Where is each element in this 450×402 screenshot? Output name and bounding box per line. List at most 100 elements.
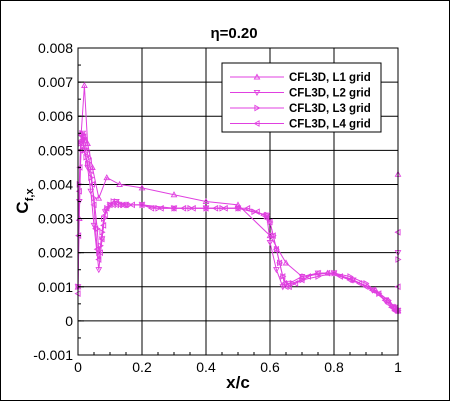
data-point (103, 204, 110, 212)
data-point (98, 235, 105, 243)
y-tick-label: 0.004 (38, 176, 73, 192)
data-point (138, 201, 145, 209)
data-point (100, 222, 107, 229)
data-point (101, 211, 108, 219)
data-point (282, 283, 289, 291)
data-point (87, 167, 94, 175)
data-point (276, 259, 283, 267)
data-point (95, 194, 103, 201)
data-point (88, 181, 95, 188)
data-point (221, 204, 228, 212)
legend-marker (254, 104, 261, 112)
data-point (234, 204, 241, 212)
data-point (84, 150, 91, 158)
data-point (87, 188, 95, 195)
series-line (77, 133, 399, 312)
data-point (80, 133, 87, 141)
y-tick-label: 0 (65, 313, 73, 329)
svg-text:Cf,x: Cf,x (13, 188, 36, 214)
data-point (84, 139, 91, 147)
data-point (109, 201, 116, 209)
data-point (138, 184, 146, 191)
y-tick-label: 0.006 (38, 108, 73, 124)
data-point (128, 201, 135, 209)
legend-entry: CFL3D, L2 grid (230, 88, 371, 100)
data-point (356, 280, 363, 287)
data-point (106, 201, 113, 209)
data-point (157, 204, 164, 212)
data-point (266, 218, 273, 226)
series-2 (74, 130, 402, 315)
data-point (381, 297, 388, 304)
data-point (298, 276, 305, 284)
data-point (324, 269, 331, 277)
data-point (389, 303, 396, 311)
data-point (78, 136, 85, 144)
legend-entry: CFL3D, L4 grid (230, 119, 371, 131)
series-3 (75, 129, 402, 315)
data-point (148, 204, 155, 212)
y-tick-label: 0.002 (38, 245, 73, 261)
data-point (375, 290, 382, 297)
data-point (110, 198, 117, 205)
data-point (347, 273, 354, 280)
data-point (391, 307, 398, 315)
data-point (272, 245, 279, 253)
axis-ticks: 0 0.2 0.4 0.6 0.8 1-0.00100.0010.0020.0030.00… (33, 40, 402, 375)
data-point (77, 140, 84, 147)
data-point (103, 174, 111, 181)
data-point (75, 187, 82, 195)
y-tick-label: 0.007 (38, 74, 73, 90)
data-point (314, 269, 321, 277)
data-point (79, 133, 86, 141)
data-point (95, 267, 103, 274)
data-point (263, 215, 270, 222)
data-point (101, 215, 108, 222)
data-point (80, 136, 87, 144)
data-point (280, 280, 287, 287)
data-point (85, 160, 92, 168)
series-line (77, 85, 399, 312)
x-tick-label: 0 (74, 359, 82, 375)
y-tick-label: 0.008 (38, 40, 73, 56)
data-point (96, 249, 103, 257)
data-point (92, 225, 99, 233)
data-point (202, 197, 210, 205)
legend-entry: CFL3D, L1 grid (230, 72, 371, 84)
data-point (95, 256, 102, 263)
data-point (113, 198, 120, 205)
data-point (362, 283, 369, 291)
legend-marker (253, 89, 261, 97)
data-point (116, 201, 123, 209)
data-point (212, 204, 219, 212)
y-axis-title: Cf,x (13, 188, 36, 214)
data-point (385, 297, 392, 304)
data-point (244, 204, 251, 212)
y-tick-label: 0.003 (38, 211, 73, 227)
data-point (269, 232, 276, 239)
legend-label: CFL3D, L3 grid (289, 103, 371, 115)
x-tick-label: 1 (394, 359, 402, 375)
y-axis-title-base: C (13, 201, 32, 213)
data-point (282, 259, 290, 266)
data-point (170, 191, 178, 198)
data-point (292, 280, 299, 287)
legend-entry: CFL3D, L3 grid (230, 103, 371, 115)
legend-marker (253, 120, 260, 127)
data-point (304, 273, 311, 280)
data-point (298, 274, 306, 281)
data-point (189, 204, 196, 212)
legend-label: CFL3D, L4 grid (289, 119, 371, 131)
data-point (91, 194, 98, 202)
data-point (285, 283, 292, 291)
data-point (330, 269, 337, 277)
data-point (180, 204, 187, 212)
data-point (119, 201, 126, 209)
x-tick-label: 0.4 (196, 359, 216, 375)
legend: CFL3D, L1 grid CFL3D, L2 grid CFL3D, L3 gr… (221, 62, 382, 133)
data-point (93, 245, 100, 253)
y-tick-label: 0.005 (38, 142, 73, 158)
legend-marker (253, 73, 261, 80)
legend-label: CFL3D, L2 grid (289, 88, 371, 100)
